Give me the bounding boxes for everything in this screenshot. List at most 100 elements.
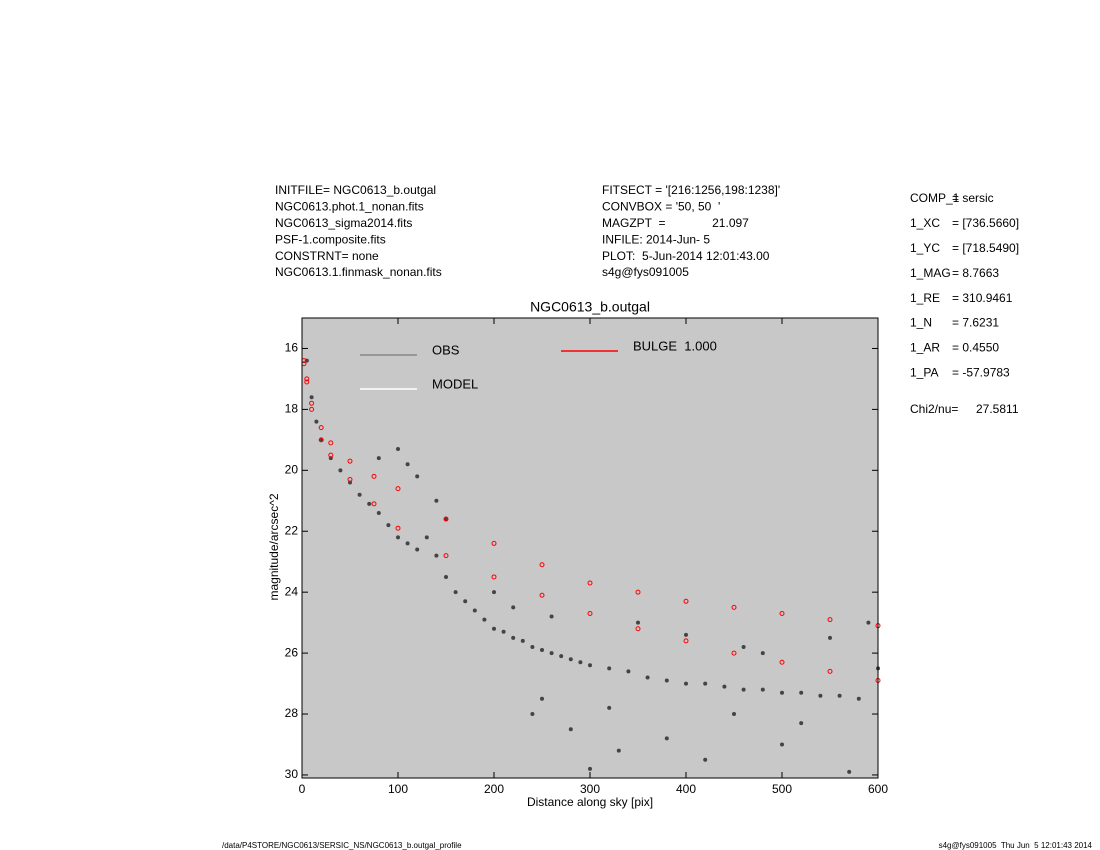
header-center-line: INFILE: 2014-Jun- 5	[602, 232, 710, 246]
chi2-value: 27.5811	[976, 402, 1019, 416]
point	[818, 693, 823, 698]
point	[799, 690, 804, 695]
point	[741, 645, 746, 650]
param-name: 1_MAG	[910, 266, 951, 280]
point	[309, 395, 314, 400]
point	[347, 458, 353, 464]
param-name: 1_RE	[910, 291, 940, 305]
y-tick-label: 18	[285, 402, 299, 416]
param-name: 1_PA	[910, 365, 938, 379]
y-tick-label: 20	[285, 462, 299, 476]
point	[434, 553, 439, 558]
point	[443, 516, 449, 522]
point	[463, 599, 468, 604]
point	[540, 648, 544, 653]
point	[866, 620, 871, 625]
plot-border	[301, 317, 879, 779]
point	[482, 617, 487, 622]
point	[645, 675, 650, 680]
point	[760, 687, 765, 692]
point	[357, 492, 362, 497]
x-tick-label: 600	[868, 782, 888, 796]
x-axis-label: Distance along sky [pix]	[527, 795, 653, 809]
point	[588, 663, 592, 668]
header-left-line: NGC0613_sigma2014.fits	[275, 216, 412, 230]
point	[443, 553, 449, 559]
legend-label: BULGE 1.000	[633, 338, 717, 353]
point	[559, 654, 564, 659]
point	[530, 712, 535, 717]
header-left-line: PSF-1.composite.fits	[275, 232, 386, 246]
point	[371, 473, 377, 479]
point	[376, 456, 381, 461]
point	[587, 580, 593, 586]
param-name: COMP_1	[910, 191, 960, 205]
param-value: = [736.5660]	[952, 216, 1019, 230]
point	[539, 592, 545, 598]
y-tick-label: 26	[285, 645, 299, 659]
point	[415, 474, 420, 479]
point	[607, 666, 612, 671]
point	[732, 712, 736, 717]
x-tick-label: 300	[580, 782, 600, 796]
param-name: 1_YC	[910, 241, 940, 255]
point	[722, 684, 727, 689]
point	[683, 638, 689, 644]
chi2-name: Chi2/nu=	[910, 402, 958, 416]
point	[779, 610, 785, 616]
header-center-line: s4g@fys091005	[602, 265, 689, 279]
point	[309, 406, 315, 412]
header-center-line: PLOT: 5-Jun-2014 12:01:43.00	[602, 249, 770, 263]
point	[703, 757, 708, 762]
y-axis-label: magnitude/arcsec^2	[267, 493, 281, 600]
point	[347, 476, 353, 482]
point	[626, 669, 631, 674]
point	[328, 452, 334, 458]
point	[309, 400, 315, 406]
point	[683, 598, 689, 604]
point	[501, 629, 506, 634]
header-center-line: FITSECT = '[216:1256,198:1238]'	[602, 183, 780, 197]
x-tick-label: 400	[676, 782, 696, 796]
point	[799, 721, 804, 726]
legend-label: OBS	[432, 342, 460, 357]
legend-label: MODEL	[432, 376, 478, 391]
param-value: = sersic	[952, 191, 994, 205]
point	[395, 525, 401, 531]
y-tick-label: 24	[285, 584, 299, 598]
param-value: = [718.5490]	[952, 241, 1019, 255]
point	[847, 769, 852, 774]
point	[828, 635, 832, 640]
point	[616, 748, 621, 753]
y-tick-label: 30	[285, 767, 299, 781]
point	[386, 523, 391, 528]
point	[318, 437, 324, 443]
header-left-line: NGC0613.phot.1_nonan.fits	[275, 200, 424, 214]
point	[367, 501, 372, 506]
footer-left: /data/P4STORE/NGC0613/SERSIC_NS/NGC0613_…	[222, 841, 462, 850]
point	[472, 608, 477, 613]
point	[568, 657, 573, 662]
point	[328, 440, 334, 446]
param-name: 1_N	[910, 316, 932, 330]
header-center-line: MAGZPT = 21.097	[602, 216, 749, 230]
point	[405, 462, 410, 467]
point	[760, 651, 765, 656]
param-value: = 7.6231	[952, 316, 999, 330]
point	[453, 590, 458, 595]
point	[703, 681, 708, 686]
point	[511, 605, 516, 610]
point	[318, 425, 324, 431]
point	[741, 687, 746, 692]
header-center-line: CONVBOX = '50, 50 '	[602, 200, 720, 214]
point	[314, 419, 319, 424]
point	[837, 693, 842, 698]
point	[405, 541, 410, 546]
point	[731, 604, 737, 610]
point	[588, 766, 592, 771]
param-name: 1_AR	[910, 341, 940, 355]
param-name: 1_XC	[910, 216, 940, 230]
header-left-line: INITFILE= NGC0613_b.outgal	[275, 183, 436, 197]
